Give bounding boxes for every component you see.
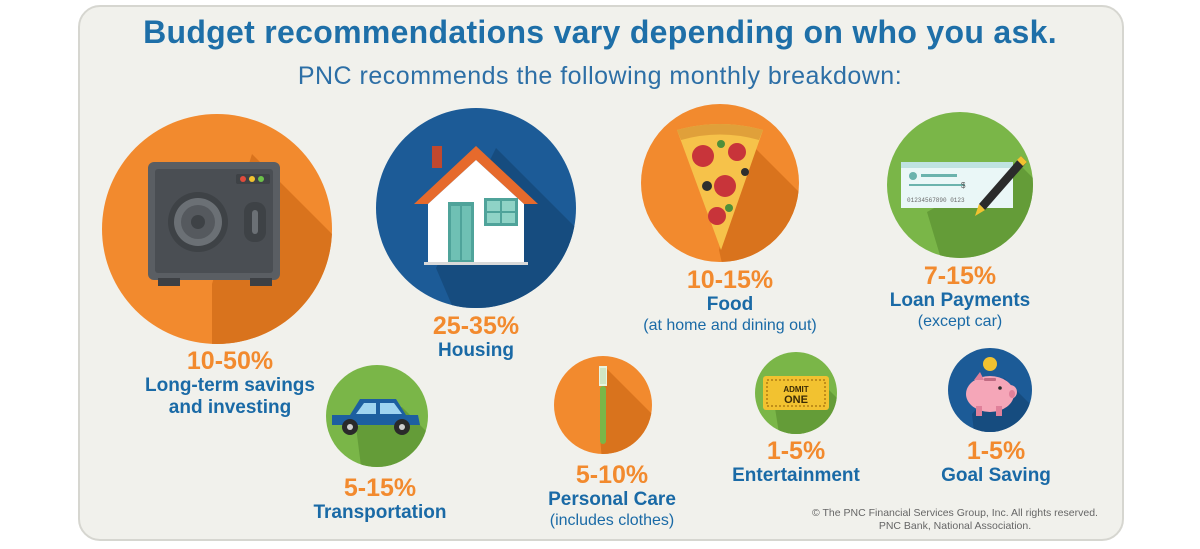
ticket-admit-text: ADMIT xyxy=(783,385,808,394)
loans-label: 7-15% Loan Payments (except car) xyxy=(860,262,1060,331)
pizza-icon xyxy=(677,124,799,262)
transportation-percent: 5-15% xyxy=(343,474,417,502)
entertainment-label: 1-5% Entertainment xyxy=(706,437,886,487)
check-dollar-text: $ xyxy=(961,181,966,190)
loans-name: Loan Payments xyxy=(889,290,1031,311)
transportation-label: 5-15% Transportation xyxy=(280,474,480,524)
savings-circle xyxy=(102,114,332,344)
goal-saving-circle xyxy=(948,348,1032,432)
toothbrush-icon xyxy=(599,366,652,454)
food-label: 10-15% Food (at home and dining out) xyxy=(610,266,850,335)
personal-care-percent: 5-10% xyxy=(575,461,649,489)
savings-name-line2: and investing xyxy=(168,397,292,418)
food-circle xyxy=(641,104,799,262)
personal-care-circle xyxy=(554,356,652,454)
safe-icon xyxy=(148,154,332,344)
car-icon xyxy=(332,399,428,467)
piggy-bank-icon xyxy=(966,357,1032,432)
entertainment-percent: 1-5% xyxy=(766,437,826,465)
copyright: © The PNC Financial Services Group, Inc.… xyxy=(790,507,1120,533)
food-name: Food xyxy=(706,294,754,315)
goal-saving-percent: 1-5% xyxy=(966,437,1026,465)
loans-circle: $ 01234567890 0123 xyxy=(887,112,1033,258)
food-note: (at home and dining out) xyxy=(643,317,817,334)
entertainment-circle: ADMIT ONE xyxy=(755,352,837,434)
copyright-line1: © The PNC Financial Services Group, Inc.… xyxy=(812,507,1098,519)
loans-percent: 7-15% xyxy=(923,262,997,290)
housing-name: Housing xyxy=(438,340,514,361)
savings-label: 10-50% Long-term savings and investing xyxy=(105,347,355,419)
loans-note: (except car) xyxy=(917,313,1003,330)
check-icon: $ 01234567890 0123 xyxy=(901,156,1033,258)
transportation-circle xyxy=(326,365,428,467)
goal-saving-label: 1-5% Goal Saving xyxy=(896,437,1096,487)
house-icon xyxy=(414,146,576,308)
entertainment-name: Entertainment xyxy=(732,465,860,486)
ticket-one-text: ONE xyxy=(784,394,808,406)
housing-percent: 25-35% xyxy=(432,312,520,340)
page-title: Budget recommendations vary depending on… xyxy=(143,14,1057,50)
savings-percent: 10-50% xyxy=(186,347,274,375)
housing-label: 25-35% Housing xyxy=(376,312,576,362)
housing-circle xyxy=(376,108,576,308)
check-number-text: 01234567890 0123 xyxy=(907,197,965,204)
goal-saving-name: Goal Saving xyxy=(941,465,1051,486)
personal-care-note: (includes clothes) xyxy=(549,512,675,529)
savings-name: Long-term savings xyxy=(145,375,315,396)
transportation-name: Transportation xyxy=(313,502,447,523)
copyright-line2: PNC Bank, National Association. xyxy=(878,520,1032,532)
personal-care-name: Personal Care xyxy=(548,489,676,510)
page-subtitle: PNC recommends the following monthly bre… xyxy=(297,62,903,90)
ticket-icon: ADMIT ONE xyxy=(763,376,837,434)
food-percent: 10-15% xyxy=(686,266,774,294)
personal-care-label: 5-10% Personal Care (includes clothes) xyxy=(512,461,712,530)
